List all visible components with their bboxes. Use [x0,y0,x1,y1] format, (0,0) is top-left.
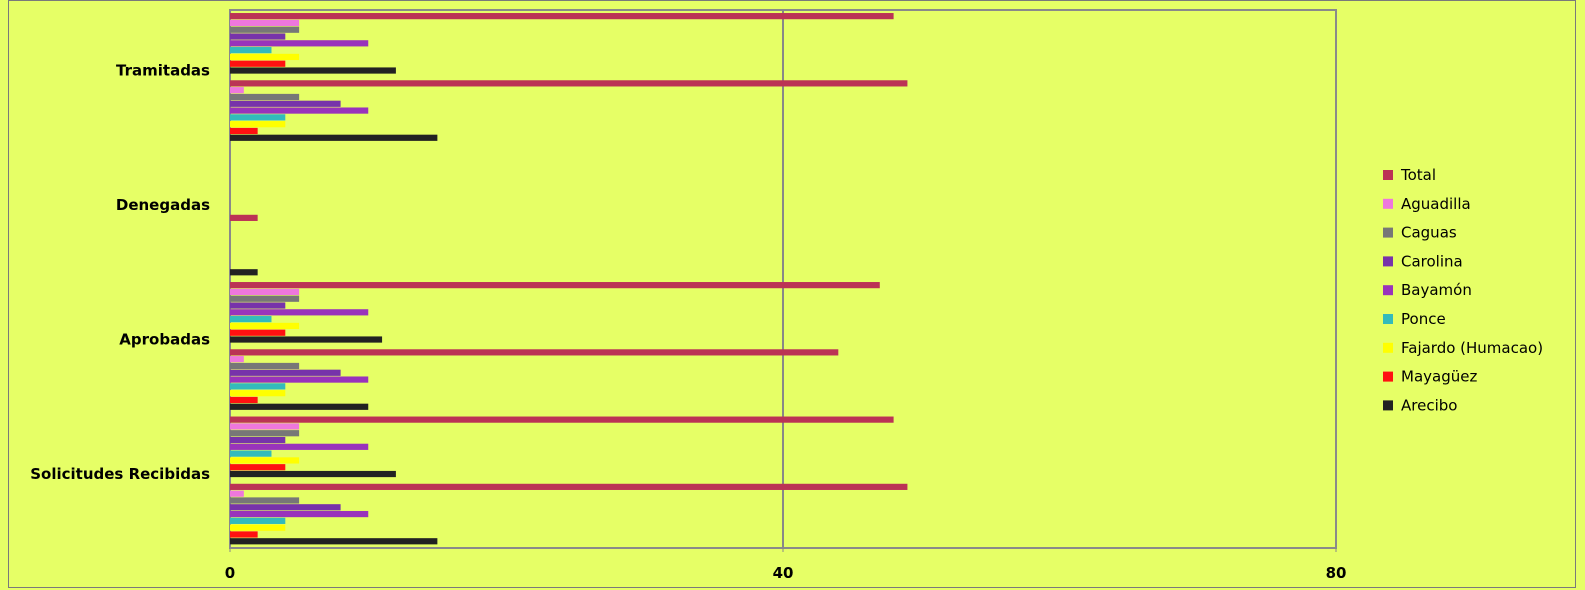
x-tick-label: 80 [1326,564,1347,582]
bar [230,214,258,221]
bar [230,510,369,518]
legend-swatch [1383,371,1393,382]
bar [230,40,369,47]
legend-swatch [1383,227,1393,238]
legend-swatch [1383,342,1393,353]
bar [230,336,383,343]
bar [230,282,880,289]
bar [230,100,341,107]
bar [230,302,286,309]
legend-label: Carolina [1401,252,1463,270]
legend-label: Arecibo [1401,396,1457,414]
bar [230,383,286,390]
legend-label: Fajardo (Humacao) [1401,339,1543,357]
bar [230,322,300,330]
bar [230,390,286,397]
bar [230,470,396,478]
bar [230,464,286,471]
bar [230,356,244,363]
bar [230,127,258,135]
category-label: Solicitudes Recibidas [30,465,210,483]
bar [230,107,369,114]
bar [230,490,244,497]
bar [230,53,300,61]
bar [230,87,244,94]
bar [230,396,258,404]
x-tick-label: 40 [773,564,794,582]
bar [230,114,286,121]
bar [230,369,341,376]
bar [230,329,286,336]
bar [230,457,300,464]
bar [230,316,272,323]
bar [230,423,300,430]
bar [230,416,894,423]
category-label: Aprobadas [119,331,210,349]
bar [230,349,839,356]
bar [230,483,908,490]
bar [230,269,258,276]
legend-label: Mayagüez [1401,368,1477,386]
legend-label: Caguas [1401,224,1457,242]
bar [230,295,300,302]
bar [230,60,286,67]
bar [230,524,286,531]
bar [230,504,341,511]
legend-label: Aguadilla [1401,195,1471,213]
legend-swatch [1383,256,1393,267]
bar [230,376,369,383]
bar [230,309,369,316]
bar [230,443,369,450]
bar [230,33,286,40]
bar [230,13,894,20]
bar [230,47,272,54]
bar [230,121,286,128]
bar [230,80,908,87]
category-label: Tramitadas [116,62,210,80]
bar [230,538,438,545]
legend-swatch [1383,170,1393,180]
bar [230,517,286,524]
legend-label: Total [1400,166,1436,184]
bar [230,403,369,410]
bar [230,531,258,538]
bar [230,497,300,504]
bar [230,26,300,33]
chart-frame [8,0,1576,588]
bar [230,436,286,444]
bar [230,93,300,101]
bar [230,19,300,27]
x-tick-label: 0 [225,564,235,582]
bar [230,67,396,74]
legend-label: Bayamón [1401,281,1472,299]
legend-swatch [1383,314,1393,324]
bar [230,288,300,296]
legend-swatch [1383,198,1393,209]
bar [230,450,272,457]
bar [230,362,300,370]
legend-swatch [1383,400,1393,411]
legend-swatch [1383,285,1393,296]
legend-label: Ponce [1401,310,1446,328]
bar [230,430,300,437]
category-label: Denegadas [116,196,210,214]
bar [230,134,438,141]
